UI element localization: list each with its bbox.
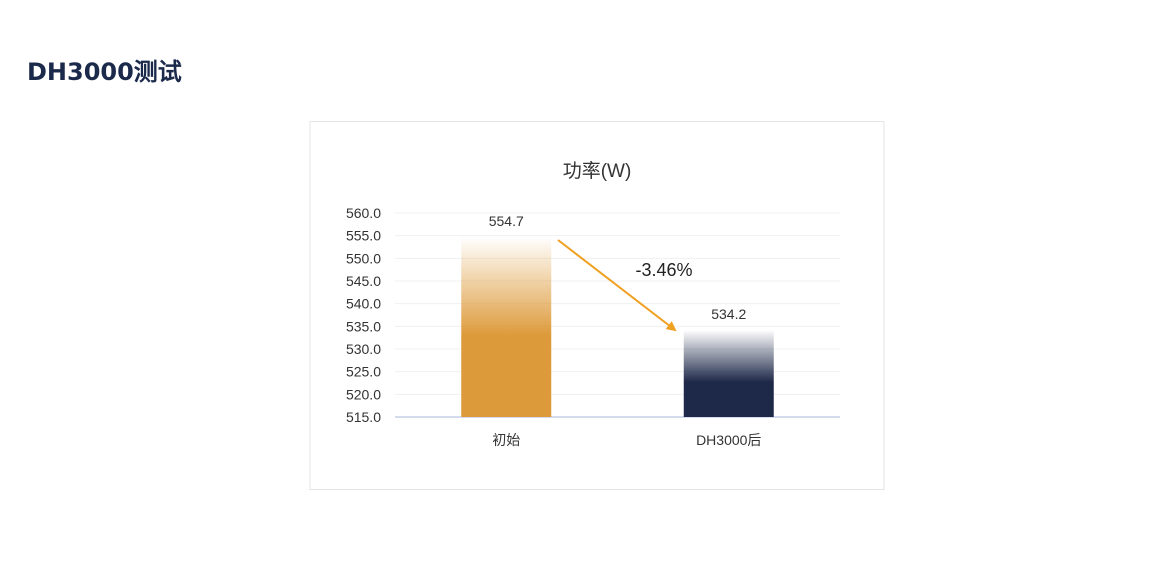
bar <box>461 237 552 417</box>
y-tick-label: 535.0 <box>346 318 381 334</box>
y-tick-label: 515.0 <box>346 409 381 425</box>
chart-title: 功率(W) <box>563 160 632 182</box>
y-tick-label: 540.0 <box>346 296 381 312</box>
y-tick-label: 560.0 <box>346 205 381 221</box>
y-tick-label: 530.0 <box>346 341 381 357</box>
y-tick-label: 520.0 <box>346 386 381 402</box>
data-label: 554.7 <box>489 213 524 229</box>
x-tick-label: 初始 <box>492 432 520 448</box>
bar <box>683 329 774 417</box>
x-tick-label: DH3000后 <box>696 432 761 448</box>
page-title: DH3000测试 <box>27 58 182 86</box>
y-tick-label: 555.0 <box>346 228 381 244</box>
change-annotation: -3.46% <box>635 260 692 280</box>
y-tick-label: 550.0 <box>346 250 381 266</box>
data-label: 534.2 <box>711 306 746 322</box>
y-tick-label: 525.0 <box>346 364 381 380</box>
annotation-arrow <box>557 239 677 332</box>
chart-frame <box>309 121 885 490</box>
y-tick-label: 545.0 <box>346 273 381 289</box>
